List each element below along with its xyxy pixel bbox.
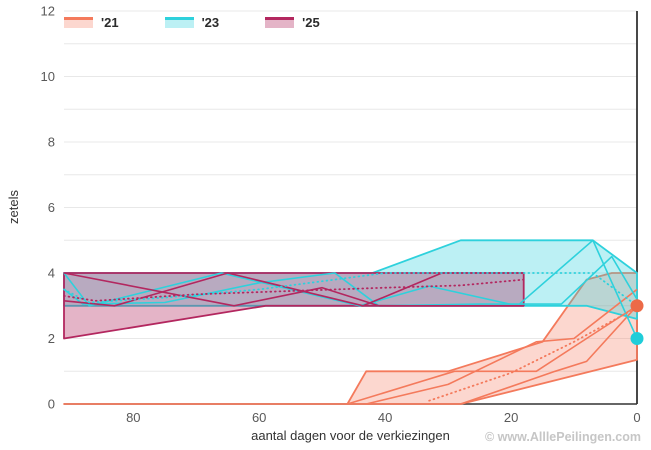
poll-line-21 xyxy=(366,288,638,405)
average-dotted-line-23 xyxy=(63,272,638,307)
swatch-fill xyxy=(64,20,93,28)
swatch-fill xyxy=(164,20,194,28)
x-tick-label: 80 xyxy=(126,410,140,425)
y-tick-label: 10 xyxy=(41,69,55,84)
y-tick-label: 8 xyxy=(48,135,55,150)
watermark: © www.AlllePeilingen.com xyxy=(485,430,641,444)
poll-line-21 xyxy=(347,305,638,405)
x-axis-title: aantal dagen voor de verkiezingen xyxy=(251,428,450,443)
swatch-line xyxy=(164,17,194,20)
result-dot-23 xyxy=(630,332,644,345)
legend-label: '25 xyxy=(302,15,320,30)
x-tick-label: 60 xyxy=(252,410,266,425)
y-tick-label: 12 xyxy=(41,4,55,19)
poll-line-25 xyxy=(63,272,524,307)
swatch-fill xyxy=(265,20,295,28)
legend-label: '21 xyxy=(101,15,119,30)
y-tick-label: 6 xyxy=(48,200,55,215)
legend-swatch-icon xyxy=(265,17,295,28)
x-tick-label: 0 xyxy=(633,410,640,425)
band-23 xyxy=(63,239,638,320)
average-dotted-line-21 xyxy=(428,306,638,402)
y-axis-title: zetels xyxy=(6,190,21,224)
y-tick-label: 0 xyxy=(48,397,55,412)
x-tick-label: 20 xyxy=(504,410,518,425)
y-tick-label: 2 xyxy=(48,331,55,346)
average-dotted-line-25 xyxy=(63,278,525,302)
legend-item-25[interactable]: '25 xyxy=(265,15,320,30)
result-dot-21 xyxy=(630,299,644,313)
legend-item-23[interactable]: '23 xyxy=(164,15,220,30)
legend-label: '23 xyxy=(201,15,220,30)
swatch-line xyxy=(64,17,93,20)
x-tick-label: 40 xyxy=(378,410,392,425)
poll-line-21 xyxy=(460,305,638,405)
legend-item-21[interactable]: '21 xyxy=(64,15,119,30)
swatch-line xyxy=(265,17,295,20)
legend: '21 '23 '25 xyxy=(64,15,320,30)
legend-swatch-icon xyxy=(164,17,194,28)
y-tick-label: 4 xyxy=(48,266,55,281)
legend-swatch-icon xyxy=(64,17,93,28)
